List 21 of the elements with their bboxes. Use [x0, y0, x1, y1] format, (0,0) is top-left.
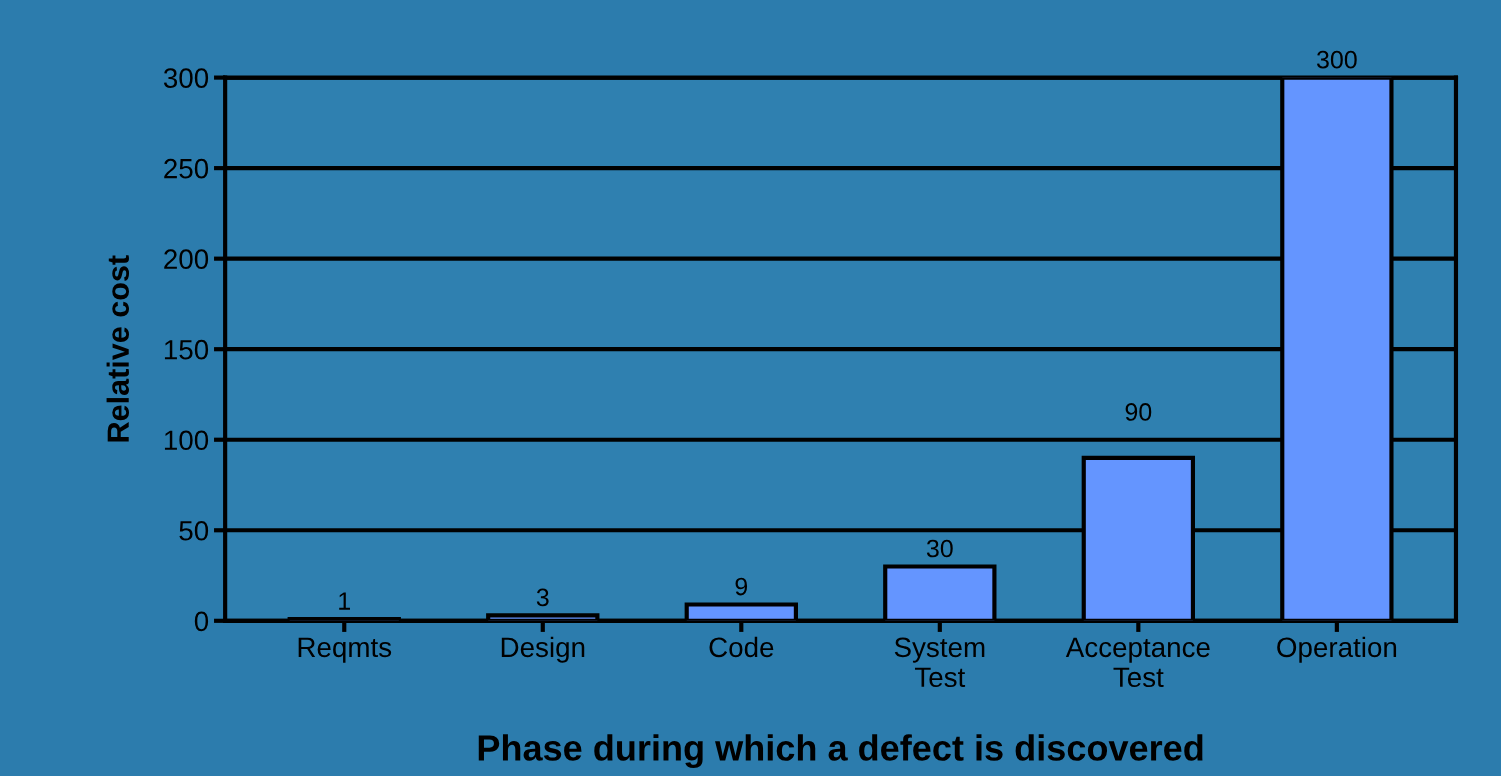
y-tick-label: 250 — [164, 158, 209, 179]
y-tick-label: 100 — [164, 430, 209, 451]
x-tick-label: System Test — [894, 637, 985, 688]
y-tick-label: 150 — [164, 339, 209, 360]
x-tick-label: Acceptance Test — [1065, 637, 1210, 688]
y-tick-label: 300 — [163, 68, 209, 88]
y-tick-label: 50 — [179, 520, 209, 541]
y-axis-title: Relative cost — [106, 255, 130, 442]
data-label: 9 — [735, 577, 748, 596]
x-tick-label: Design — [501, 636, 585, 663]
x-tick-label: Reqmts — [298, 637, 392, 663]
data-label: 90 — [1125, 403, 1152, 421]
y-tick-label: 0 — [194, 611, 209, 632]
x-tick-label: Operation — [1277, 636, 1397, 663]
x-tick-label: Code — [709, 636, 774, 658]
y-tick-label: 200 — [164, 249, 209, 270]
data-label: 1 — [339, 592, 350, 610]
data-label: 300 — [1316, 50, 1357, 69]
x-axis-title: Phase during which a defect is discovered — [478, 734, 1203, 769]
data-label: 3 — [536, 588, 549, 607]
data-label: 30 — [926, 539, 953, 558]
